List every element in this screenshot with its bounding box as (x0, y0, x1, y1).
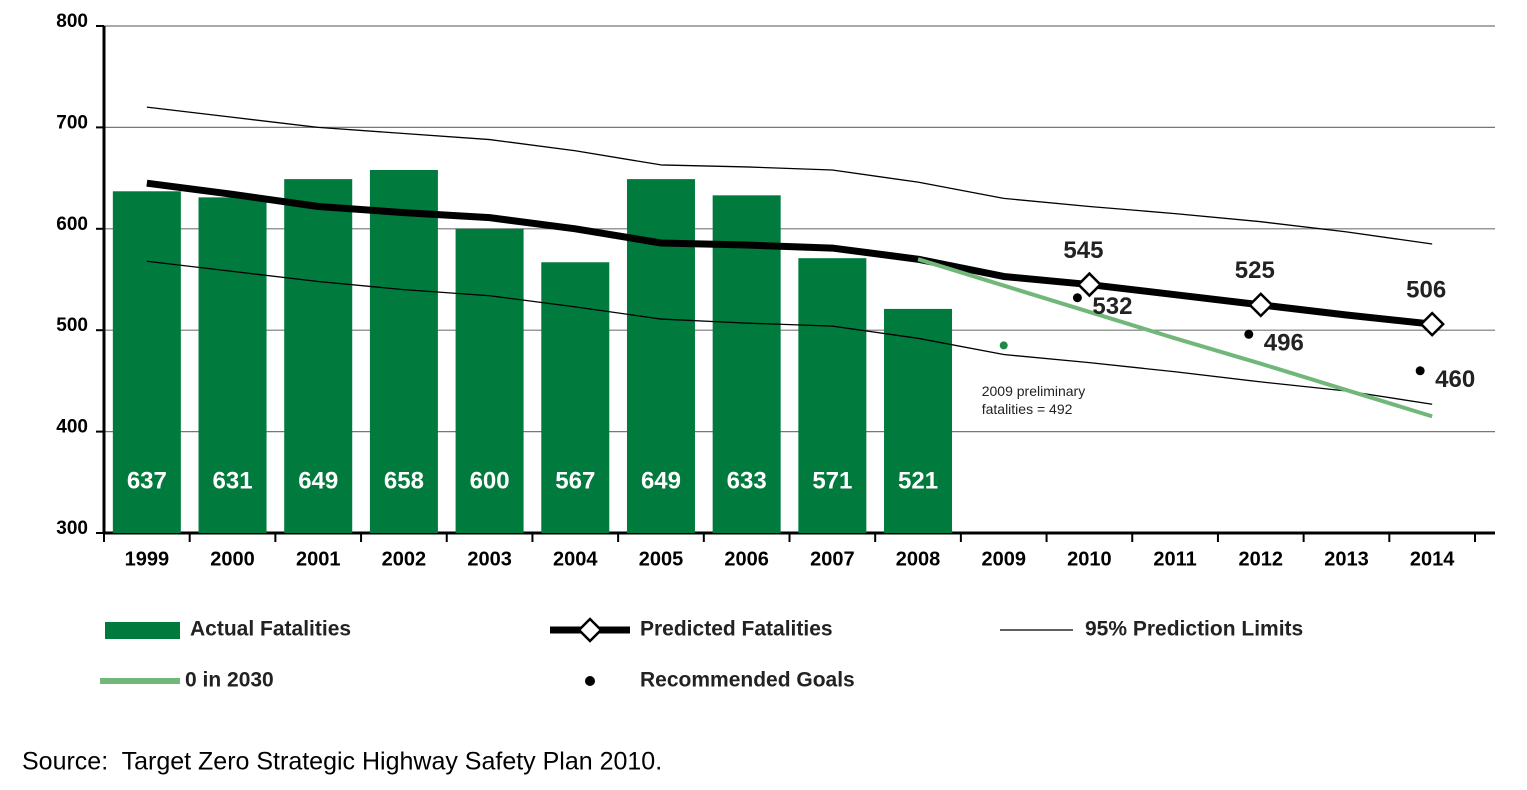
predicted-value-label: 545 (1063, 237, 1103, 264)
bar (884, 308, 953, 533)
x-tick-label: 2006 (724, 548, 769, 570)
x-tick-label: 2002 (382, 548, 427, 570)
y-tick-label: 700 (56, 112, 88, 133)
y-tick-label: 400 (56, 417, 88, 438)
legend-swatch (105, 622, 180, 639)
goal-value-label: 496 (1264, 330, 1304, 357)
bar-value-label: 631 (213, 468, 253, 495)
bar (712, 195, 781, 533)
bar (455, 228, 524, 534)
x-tick-label: 2004 (553, 548, 598, 570)
x-tick-label: 2008 (896, 548, 941, 570)
bar (798, 258, 867, 533)
bar-value-label: 567 (555, 468, 595, 495)
y-tick-label: 500 (56, 315, 88, 336)
trend-line (917, 257, 1433, 419)
bar-value-label: 633 (727, 468, 767, 495)
y-tick-label: 800 (56, 11, 88, 32)
lower-limit-line (146, 260, 1433, 405)
legend-item: 95% Prediction Limits (1000, 618, 1303, 641)
preliminary-dot (999, 341, 1008, 350)
x-tick-label: 2013 (1324, 548, 1369, 570)
bar (369, 169, 438, 533)
predicted-value-label: 506 (1406, 276, 1446, 303)
legend-item: Actual Fatalities (105, 618, 351, 641)
predicted-line (146, 179, 1433, 328)
goal-value-label: 532 (1092, 293, 1132, 320)
bar-value-label: 637 (127, 468, 167, 495)
bar (112, 191, 181, 534)
legend-label: 95% Prediction Limits (1085, 618, 1303, 641)
legend-label: Actual Fatalities (190, 618, 351, 641)
legend-swatch (585, 676, 595, 686)
bar-value-label: 600 (470, 468, 510, 495)
bar-value-label: 521 (898, 468, 938, 495)
legend-label: Predicted Fatalities (640, 618, 833, 641)
diamond-marker (1419, 311, 1445, 337)
goal-dot (1415, 366, 1425, 376)
bar-value-label: 649 (298, 468, 338, 495)
legend-label: 0 in 2030 (185, 669, 274, 692)
bar (284, 179, 353, 533)
bar-value-label: 649 (641, 468, 681, 495)
source-note: Source: Target Zero Strategic Highway Sa… (22, 748, 662, 776)
x-tick-label: 2009 (981, 548, 1026, 570)
x-tick-label: 1999 (125, 548, 170, 570)
bar-value-label: 658 (384, 468, 424, 495)
diamond-marker (1076, 271, 1103, 298)
diamond-marker (1248, 292, 1274, 318)
x-tick-label: 2010 (1067, 548, 1112, 570)
x-tick-label: 2001 (296, 548, 341, 570)
legend-label: Recommended Goals (640, 669, 855, 692)
x-tick-label: 2007 (810, 548, 855, 570)
y-tick-label: 600 (56, 214, 88, 235)
annotation: 2009 preliminary (982, 383, 1086, 399)
upper-limit-line (146, 106, 1433, 245)
predicted-value-label: 525 (1235, 257, 1275, 284)
legend-item: Predicted Fatalities (550, 617, 833, 643)
x-tick-label: 2003 (467, 548, 512, 570)
goal-value-label: 460 (1435, 366, 1475, 393)
goal-dot (1244, 329, 1254, 339)
x-tick-label: 2012 (1239, 548, 1284, 570)
legend-item: Recommended Goals (585, 669, 855, 692)
x-tick-label: 2014 (1410, 548, 1455, 570)
y-tick-label: 300 (56, 518, 88, 539)
legend-item: 0 in 2030 (100, 669, 274, 692)
legend-swatch (577, 617, 603, 643)
goal-dot (1072, 293, 1082, 303)
x-tick-label: 2000 (210, 548, 255, 570)
x-tick-label: 2011 (1153, 548, 1196, 570)
bar-value-label: 571 (812, 468, 852, 495)
x-tick-label: 2005 (639, 548, 684, 570)
bar (198, 197, 267, 533)
annotation: fatalities = 492 (982, 401, 1073, 417)
